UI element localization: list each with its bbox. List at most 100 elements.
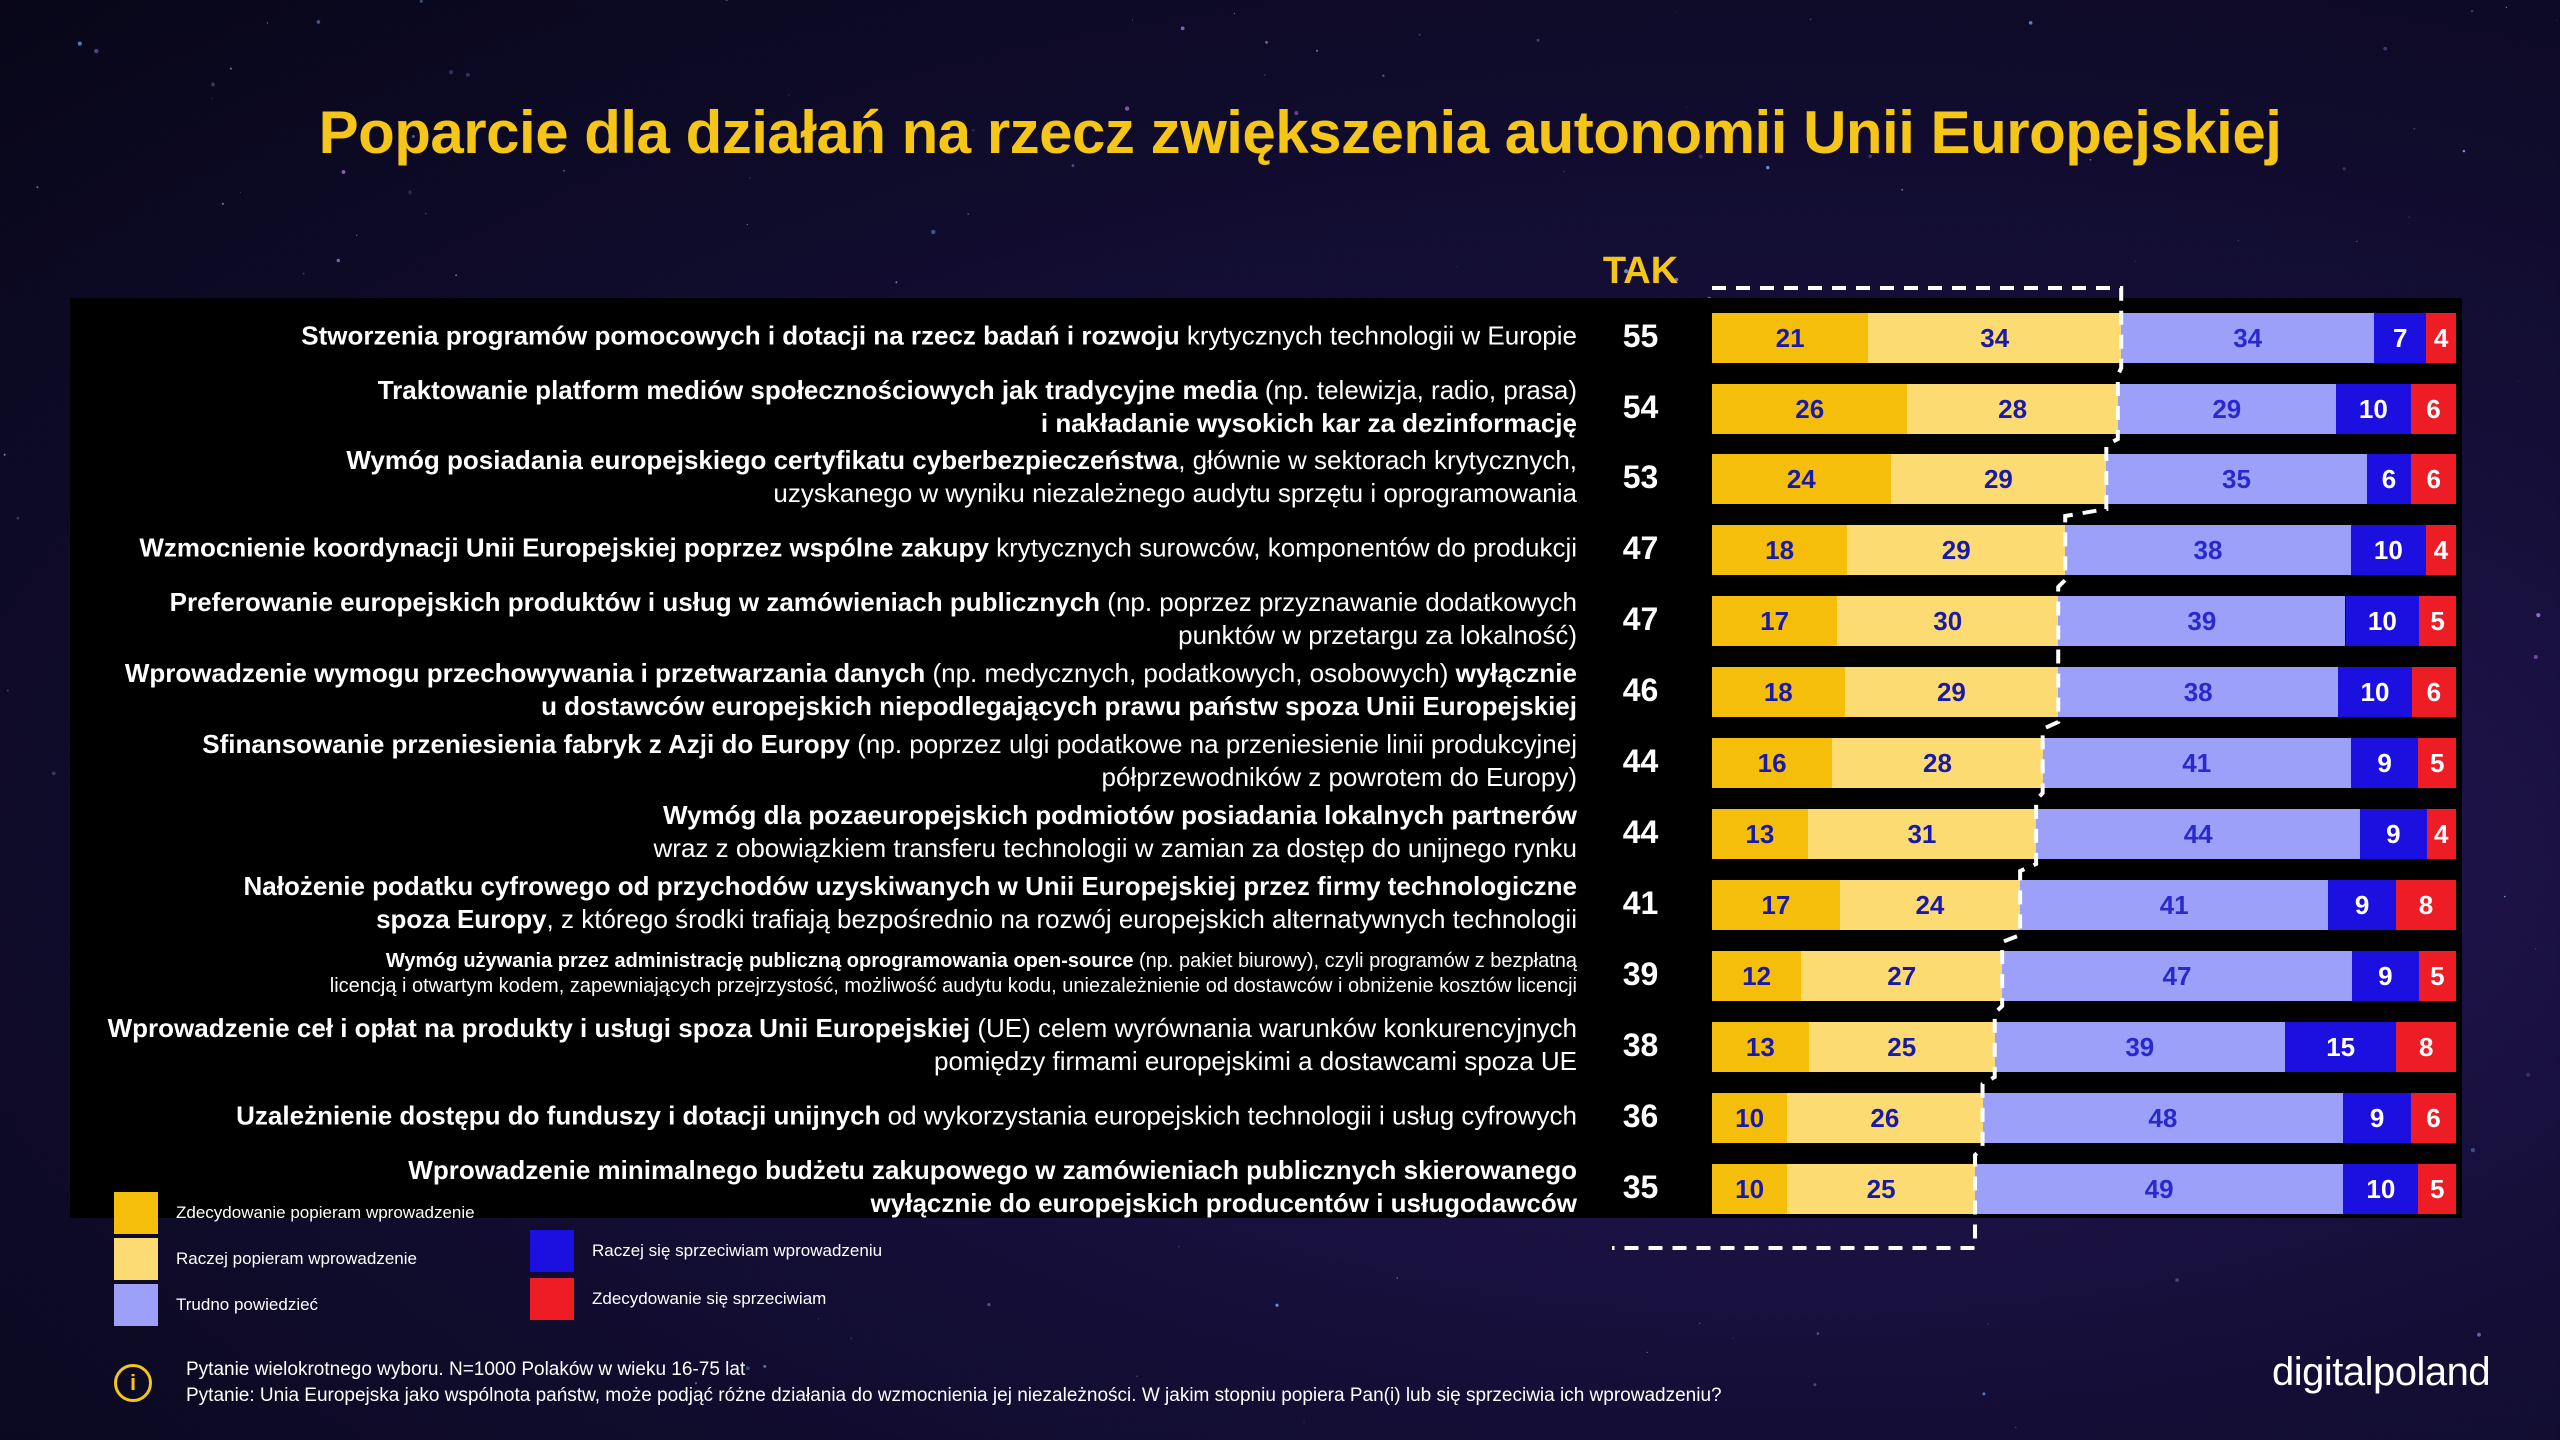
particle: [749, 177, 751, 179]
bar-segment: 41: [2020, 880, 2329, 930]
row-label: Wymóg posiadania europejskiego certyfika…: [27, 444, 1577, 510]
particle: [221, 202, 224, 205]
bar-segment: 25: [1787, 1164, 1976, 1214]
bar-segment: 5: [2418, 951, 2456, 1001]
particle: [425, 213, 427, 215]
bar-segment: 31: [1807, 809, 2037, 859]
row-label-line2: wyłącznie do europejskich producentów i …: [27, 1187, 1577, 1220]
chart-row: Wprowadzenie ceł i opłat na produkty i u…: [0, 1013, 2462, 1076]
chart-row: Preferowanie europejskich produktów i us…: [0, 587, 2462, 650]
bar-segment: 26: [1712, 384, 1908, 434]
legend-swatch: [114, 1284, 158, 1326]
bar-segment: 5: [2418, 738, 2456, 788]
legend-swatch: [530, 1230, 574, 1272]
row-label-line2-bold: u dostawców europejskich niepodlegającyc…: [541, 691, 1577, 721]
particle: [817, 1318, 820, 1320]
bar-segment: 28: [1907, 384, 2118, 434]
tak-value: 55: [1622, 318, 1659, 354]
particle: [1136, 1375, 1138, 1377]
particle: [1456, 266, 1458, 268]
row-label-line1: Wprowadzenie ceł i opłat na produkty i u…: [27, 1012, 1577, 1045]
particle: [788, 94, 790, 96]
bar-segment: 10: [1712, 1164, 1788, 1214]
bar-segment: 38: [2058, 667, 2339, 717]
row-label-rest: (np. pakiet biurowy), czyli programów z …: [1133, 950, 1577, 972]
row-label-bold: Wprowadzenie minimalnego budżetu zakupow…: [408, 1155, 1577, 1185]
particle: [419, 0, 423, 3]
bar-segment: 5: [2418, 1164, 2456, 1214]
particle: [1813, 1383, 1817, 1387]
bar-segment: 39: [2058, 596, 2346, 646]
tak-value: 44: [1622, 814, 1659, 850]
row-label-line2: u dostawców europejskich niepodlegającyc…: [27, 690, 1577, 723]
particle: [2517, 380, 2519, 382]
bar-segment: 29: [1890, 454, 2107, 504]
particle: [341, 170, 346, 174]
row-label: Sfinansowanie przeniesienia fabryk z Azj…: [27, 728, 1577, 794]
row-label-bold: Wymóg używania przez administrację publi…: [385, 950, 1134, 972]
stacked-bar: 18 29 38 10 4: [1712, 525, 2456, 575]
particle: [1131, 19, 1133, 21]
row-label-line2: licencją i otwartym kodem, zapewniającyc…: [27, 974, 1577, 999]
bar-segment: 6: [2411, 454, 2456, 504]
bar-segment: 6: [2411, 667, 2456, 717]
particle: [763, 1364, 767, 1368]
tak-value: 46: [1622, 672, 1659, 708]
bar-segment: 4: [2426, 809, 2456, 859]
bar-segment: 9: [2351, 951, 2419, 1001]
row-label-bold: Stworzenia programów pomocowych i dotacj…: [301, 320, 1180, 351]
legend-label: Trudno powiedzieć: [176, 1295, 319, 1314]
tak-value: 53: [1622, 459, 1659, 495]
stacked-bar: 12 27 47 9 5: [1712, 951, 2456, 1001]
bar-segment: 28: [1832, 738, 2043, 788]
bar-segment: 29: [2117, 384, 2336, 434]
row-label-line1: Wprowadzenie minimalnego budżetu zakupow…: [27, 1154, 1577, 1187]
row-label-line2-text: punktów w przetargu za lokalność): [1178, 620, 1577, 650]
digitalpoland-logo: digitalpoland: [2272, 1350, 2491, 1394]
particle: [2356, 240, 2358, 243]
row-label-line2: punktów w przetargu za lokalność): [27, 619, 1577, 652]
particle: [1275, 1303, 1279, 1307]
row-label-bold: Sfinansowanie przeniesienia fabryk z Azj…: [202, 729, 851, 759]
particle: [2504, 895, 2506, 898]
particle: [94, 48, 99, 54]
particle: [563, 169, 565, 172]
bar-segment: 9: [2360, 809, 2427, 859]
chart-row: Wprowadzenie wymogu przechowywania i prz…: [0, 658, 2462, 721]
particle: [987, 1303, 991, 1307]
particle: [1901, 188, 1904, 191]
particle: [746, 1366, 750, 1370]
bar-segment: 15: [2284, 1022, 2397, 1072]
row-label-line1: Wprowadzenie wymogu przechowywania i prz…: [27, 657, 1577, 690]
row-label: Wymóg używania przez administrację publi…: [27, 949, 1577, 999]
row-label-line1: Wymóg posiadania europejskiego certyfika…: [27, 444, 1577, 477]
row-label-bold: Preferowanie europejskich produktów i us…: [169, 587, 1101, 617]
row-label-rest: (UE) celem wyrównania warunków konkurenc…: [970, 1013, 1577, 1043]
particle: [2533, 655, 2538, 659]
row-label-bold: Traktowanie platform mediów społeczności…: [377, 375, 1258, 405]
bar-segment: 6: [2366, 454, 2412, 504]
bar-segment: 6: [2410, 384, 2456, 434]
row-label-line2-text: uzyskanego w wyniku niezależnego audytu …: [773, 478, 1577, 508]
row-label-line2: uzyskanego w wyniku niezależnego audytu …: [27, 477, 1577, 510]
bar-segment: 4: [2426, 313, 2456, 363]
bar-segment: 6: [2410, 1093, 2456, 1143]
bar-segment: 10: [1712, 1093, 1788, 1143]
particle: [2134, 260, 2136, 262]
bar-segment: 25: [1808, 1022, 1995, 1072]
bar-segment: 17: [1712, 596, 1838, 646]
chart-row: Uzależnienie dostępu do funduszy i dotac…: [0, 1088, 2462, 1144]
bar-segment: 8: [2395, 880, 2456, 930]
bar-segment: 18: [1712, 525, 1848, 575]
bar-segment: 39: [1994, 1022, 2285, 1072]
bar-segment: 16: [1712, 738, 1833, 788]
row-label-rest: krytycznych surowców, komponentów do pro…: [988, 532, 1577, 563]
bar-segment: 7: [2374, 313, 2427, 363]
particle: [266, 22, 269, 24]
row-label-line1: Wymóg dla pozaeuropejskich podmiotów pos…: [27, 799, 1577, 832]
bar-segment: 12: [1712, 951, 1802, 1001]
particle: [1563, 170, 1566, 173]
particle: [240, 192, 241, 194]
chart-row: Traktowanie platform mediów społeczności…: [0, 375, 2462, 438]
bar-segment: 48: [1982, 1093, 2344, 1143]
